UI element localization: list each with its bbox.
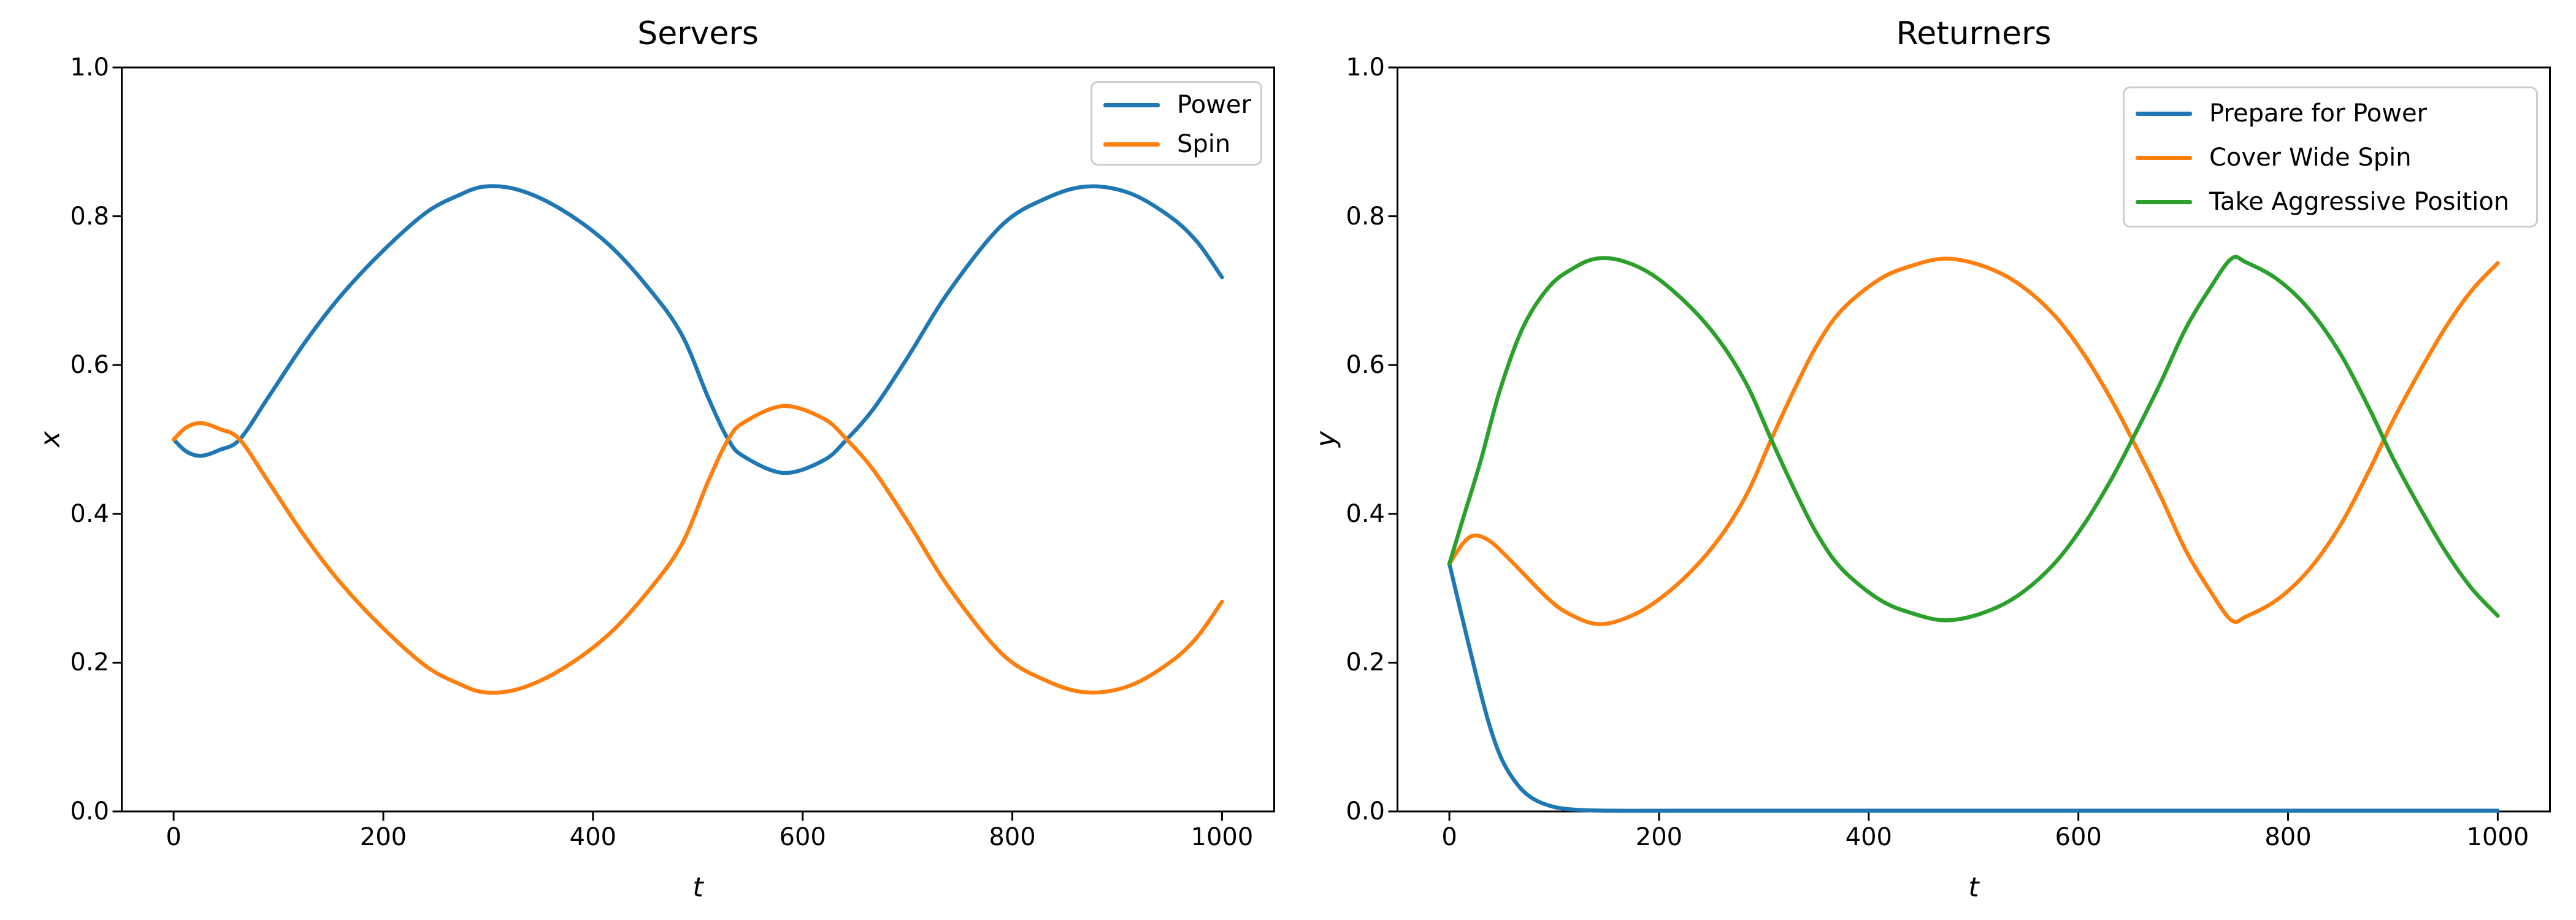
y-tick-label: 0.2 bbox=[1346, 648, 1385, 677]
y-tick-label: 0.6 bbox=[1346, 351, 1385, 380]
plot-title-returners: Returners bbox=[1896, 15, 2052, 52]
legend-line-sample-green bbox=[2136, 199, 2192, 204]
legend-returners: Prepare for Power Cover Wide Spin Take Agg… bbox=[2123, 86, 2538, 228]
x-tick-label: 0 bbox=[1441, 823, 1457, 851]
x-tick-label: 1000 bbox=[2466, 823, 2529, 851]
x-tick-label: 400 bbox=[1845, 823, 1892, 851]
x-tick-label: 400 bbox=[569, 823, 616, 851]
series-line-cover-wide-spin bbox=[1447, 256, 2500, 626]
y-tick-label: 0.8 bbox=[70, 202, 109, 231]
y-tick-label: 0.0 bbox=[1346, 797, 1385, 826]
y-tick-label: 0.2 bbox=[70, 648, 109, 677]
x-tick-label: 600 bbox=[779, 823, 826, 851]
legend-entry: Cover Wide Spin bbox=[2136, 144, 2412, 171]
y-tick-label: 1.0 bbox=[1346, 53, 1385, 82]
x-tick-label: 800 bbox=[989, 823, 1036, 851]
y-tick-label: 0.8 bbox=[1346, 202, 1385, 231]
x-tick-label: 200 bbox=[359, 823, 407, 851]
x-tick-label: 800 bbox=[2264, 823, 2312, 851]
legend-line-sample-orange bbox=[1103, 142, 1160, 147]
y-axis-label-returners: y bbox=[1310, 431, 1342, 448]
y-axis-label-servers: x bbox=[34, 431, 66, 448]
series-line-take-aggressive-position bbox=[1447, 255, 2500, 623]
legend-label: Cover Wide Spin bbox=[2209, 144, 2412, 172]
x-tick-label: 600 bbox=[2055, 823, 2102, 851]
y-tick-label: 0.4 bbox=[70, 499, 109, 528]
legend-entry: Prepare for Power bbox=[2136, 100, 2427, 127]
x-axis-label-servers: t bbox=[692, 872, 703, 903]
x-tick-label: 0 bbox=[166, 823, 182, 851]
x-tick-label: 200 bbox=[1635, 823, 1683, 851]
legend-servers: Power Spin bbox=[1091, 81, 1262, 166]
plot-title-servers: Servers bbox=[637, 15, 759, 52]
legend-entry: Spin bbox=[1103, 131, 1230, 158]
series-line-power bbox=[171, 184, 1224, 475]
x-axis-label-returners: t bbox=[1968, 872, 1979, 903]
axes-spines-servers bbox=[121, 66, 1275, 813]
series-line-spin bbox=[171, 404, 1224, 695]
legend-label: Power bbox=[1177, 91, 1251, 119]
legend-line-sample-orange bbox=[2136, 155, 2192, 160]
y-tick-label: 0.4 bbox=[1346, 499, 1385, 528]
legend-line-sample-blue bbox=[1103, 102, 1160, 107]
legend-entry: Take Aggressive Position bbox=[2136, 188, 2509, 215]
x-tick-label: 1000 bbox=[1190, 823, 1254, 851]
y-tick-label: 0.6 bbox=[70, 351, 109, 380]
legend-label: Prepare for Power bbox=[2209, 99, 2428, 128]
y-tick-label: 1.0 bbox=[70, 53, 109, 82]
legend-label: Take Aggressive Position bbox=[2209, 188, 2510, 216]
legend-entry: Power bbox=[1103, 91, 1251, 118]
y-tick-label: 0.0 bbox=[70, 797, 109, 826]
legend-line-sample-blue bbox=[2136, 111, 2192, 116]
series-line-prepare-for-power bbox=[1447, 561, 2500, 813]
legend-label: Spin bbox=[1177, 130, 1231, 158]
